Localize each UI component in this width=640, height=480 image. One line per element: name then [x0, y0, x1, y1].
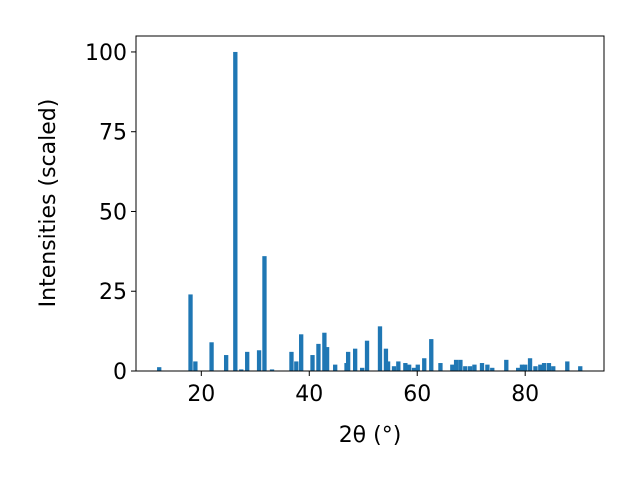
- bar: [541, 363, 547, 371]
- bar: [565, 361, 570, 371]
- bar: [188, 294, 193, 371]
- bar: [533, 366, 538, 371]
- bar: [352, 348, 358, 371]
- bar: [324, 347, 330, 371]
- bar: [256, 350, 262, 371]
- bar: [322, 332, 327, 371]
- plot-frame: [135, 35, 605, 372]
- bar: [262, 256, 267, 371]
- bar: [523, 364, 528, 371]
- bar: [527, 358, 533, 371]
- bar: [223, 355, 229, 371]
- bar: [239, 369, 244, 371]
- bar: [453, 359, 459, 371]
- bar: [450, 364, 455, 371]
- bar: [551, 366, 556, 371]
- bar: [538, 364, 543, 371]
- y-tick-label: 50: [99, 200, 127, 225]
- bar: [233, 51, 238, 371]
- bar: [289, 351, 294, 371]
- bar: [377, 326, 383, 371]
- x-tick-label: 40: [295, 382, 323, 407]
- bar: [209, 342, 214, 371]
- x-tick-label: 80: [511, 382, 539, 407]
- bar: [245, 351, 250, 371]
- y-tick-label: 75: [99, 121, 127, 146]
- bar: [516, 367, 521, 371]
- y-tick-label: 0: [113, 360, 127, 385]
- bar: [458, 359, 463, 371]
- bar: [429, 339, 434, 371]
- x-tick-label: 20: [187, 382, 215, 407]
- bar: [385, 361, 391, 371]
- y-axis-label: Intensities (scaled): [36, 99, 61, 308]
- bar: [364, 340, 370, 371]
- bar: [193, 361, 198, 371]
- bar: [467, 366, 473, 371]
- bar: [299, 334, 304, 371]
- x-tick-label: 60: [403, 382, 431, 407]
- bar: [310, 355, 315, 371]
- bar: [504, 359, 509, 371]
- bar: [360, 367, 365, 371]
- bar: [345, 351, 351, 371]
- bar: [411, 367, 417, 371]
- bar: [422, 358, 427, 371]
- bar: [383, 348, 389, 371]
- bar: [485, 364, 490, 371]
- bar: [269, 369, 275, 371]
- bar: [406, 364, 412, 371]
- bar: [490, 367, 495, 371]
- bar: [333, 364, 338, 371]
- bar: [396, 361, 401, 371]
- bar: [519, 364, 525, 371]
- bar: [546, 363, 552, 371]
- y-tick-label: 100: [85, 41, 127, 66]
- bar: [479, 363, 485, 371]
- bar: [463, 366, 468, 371]
- bar: [415, 364, 420, 371]
- y-tick-label: 25: [99, 280, 127, 305]
- bar: [472, 364, 477, 371]
- bar: [391, 366, 397, 371]
- x-axis-label: 2θ (°): [339, 423, 402, 448]
- bar: [403, 363, 408, 371]
- bar: [438, 363, 443, 371]
- bar: [578, 366, 583, 371]
- bar: [294, 361, 299, 371]
- bar: [157, 367, 162, 371]
- bar: [316, 343, 321, 371]
